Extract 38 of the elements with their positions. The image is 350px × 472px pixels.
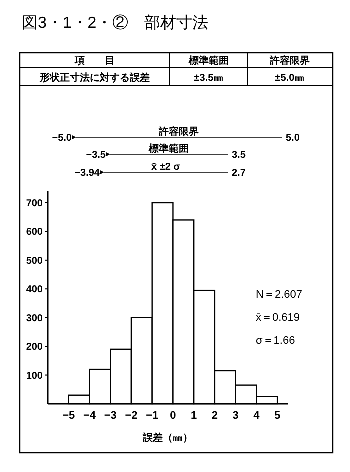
text: 2.7 [232, 168, 246, 179]
x-tick-label: 3 [232, 410, 239, 422]
text: ±3.5㎜ [194, 73, 224, 84]
text: x̄ ±2 σ [151, 162, 181, 173]
text: 項 目 [74, 56, 115, 67]
text: 許容限界 [158, 126, 199, 138]
x-tick-label: 1 [191, 410, 198, 422]
y-tick-label: 200 [26, 342, 44, 354]
x-tick-label: 5 [274, 410, 281, 422]
text: 許容限界 [269, 55, 310, 67]
text: −5.0 [52, 133, 72, 144]
x-tick-label: −1 [146, 410, 159, 422]
text: ±5.0㎜ [275, 73, 305, 84]
text: 形状正寸法に対する誤差 [39, 72, 150, 84]
text: 標準範囲 [148, 143, 189, 155]
y-tick-label: 100 [26, 370, 44, 382]
x-tick-label: −5 [62, 410, 76, 422]
y-tick-label: 500 [26, 256, 44, 267]
y-tick-label: 400 [26, 284, 44, 296]
x-tick-label: 0 [170, 410, 176, 422]
y-tick-label: 700 [26, 198, 44, 210]
x-tick-label: −3 [104, 410, 117, 422]
text: −3.94 [74, 168, 100, 179]
chart-title: 図3・1・2・② 部材寸法 [22, 14, 209, 32]
annotation: x̄＝0.619 [256, 312, 300, 324]
x-tick-label: −2 [125, 410, 138, 422]
x-tick-label: 2 [212, 410, 218, 422]
annotation: σ＝1.66 [256, 335, 296, 347]
y-tick-label: 300 [26, 313, 44, 324]
x-axis-title: 誤差（㎜） [142, 432, 193, 444]
x-tick-label: 4 [254, 410, 261, 422]
text: 3.5 [232, 150, 246, 161]
text: 標準範囲 [188, 55, 229, 67]
text: −3.5 [86, 150, 106, 161]
text: 5.0 [286, 133, 300, 144]
y-tick-label: 600 [26, 227, 44, 238]
annotation: N＝2.607 [256, 289, 302, 301]
x-tick-label: −4 [83, 410, 97, 422]
